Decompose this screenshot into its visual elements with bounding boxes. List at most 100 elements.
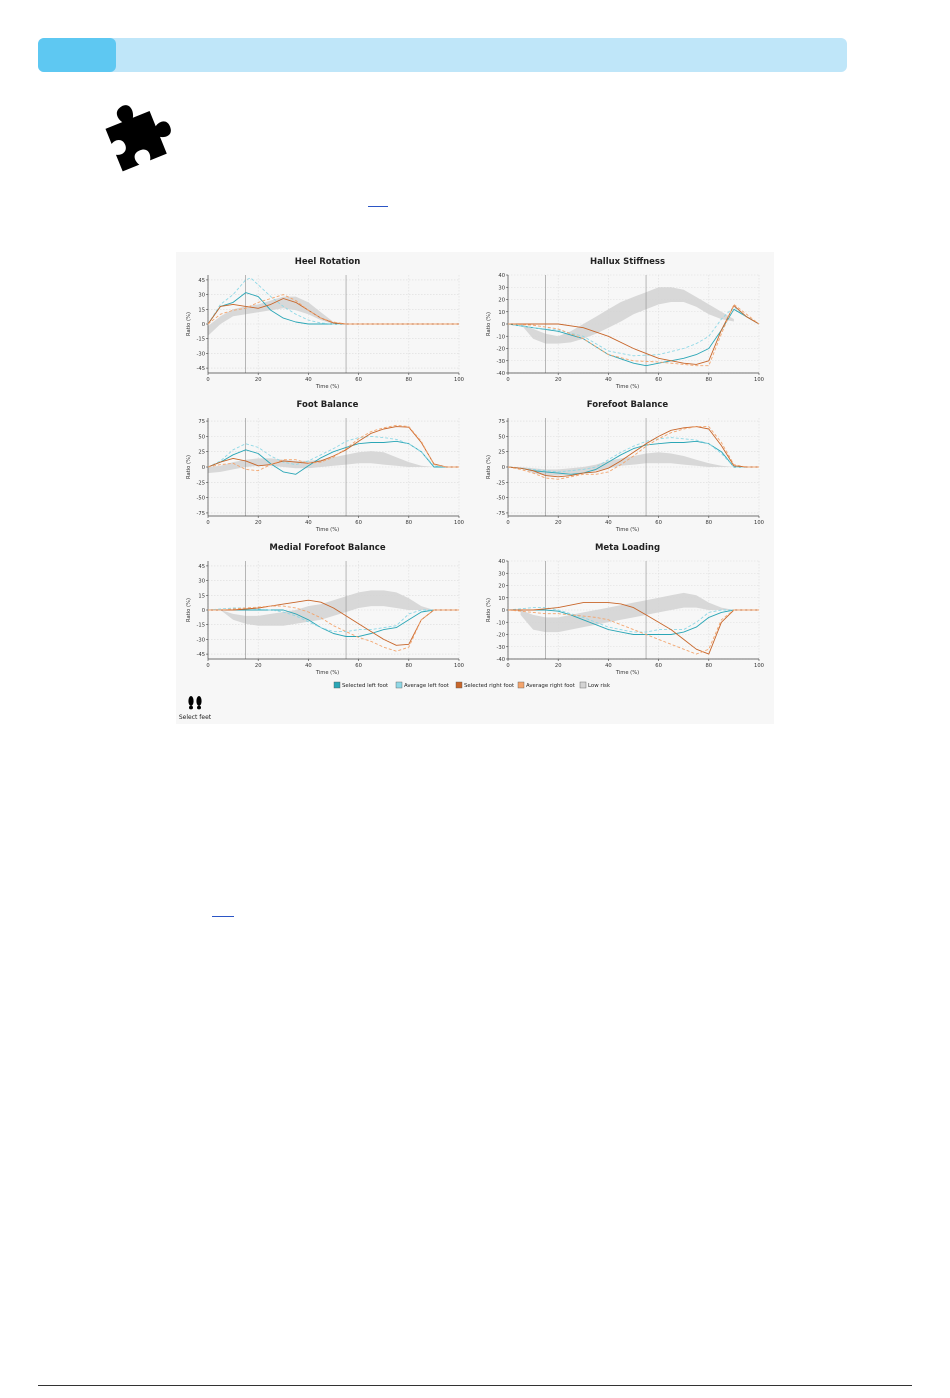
low-risk-band [520, 592, 734, 633]
link-underline-1[interactable] [368, 206, 388, 207]
y-tick-label: 45 [198, 564, 205, 570]
series-line [208, 605, 459, 652]
series-line [207, 294, 459, 325]
y-tick-label: 0 [202, 465, 205, 471]
footer-rule [38, 1385, 912, 1386]
x-tick-label: 20 [555, 520, 562, 526]
x-tick-label: 60 [355, 520, 362, 526]
y-tick-label: 15 [198, 593, 205, 599]
x-tick-label: 20 [555, 377, 562, 383]
gait-charts-figure: Heel Rotation 45 30 15 0 -15 -30 -45 0 20 40 60 80 10… [176, 252, 774, 724]
legend-swatch [579, 681, 587, 689]
y-tick-label: 0 [202, 608, 205, 614]
series-line [508, 609, 759, 635]
x-tick-label: 80 [405, 663, 412, 669]
y-tick-label: 30 [198, 579, 205, 585]
y-tick-label: 20 [498, 298, 505, 304]
x-tick-label: 40 [605, 663, 612, 669]
y-tick-label: -50 [197, 496, 205, 502]
x-axis-label: Time (%) [315, 670, 339, 676]
y-tick-label: 25 [198, 450, 205, 456]
x-tick-label: 100 [754, 663, 764, 669]
series-line [507, 303, 760, 367]
low-risk-band [220, 590, 434, 626]
low-risk-band [208, 296, 347, 336]
x-tick-label: 20 [255, 663, 262, 669]
x-tick-label: 60 [355, 663, 362, 669]
header-bar [38, 38, 847, 72]
x-tick-label: 60 [655, 663, 662, 669]
puzzle-piece-icon [105, 105, 171, 172]
y-tick-label: 30 [198, 293, 205, 299]
series-line [507, 426, 759, 480]
x-tick-label: 0 [506, 663, 509, 669]
legend-label: Average right foot [526, 683, 575, 689]
y-tick-label: -30 [497, 645, 505, 651]
x-axis-label: Time (%) [615, 670, 639, 676]
x-tick-label: 80 [705, 520, 712, 526]
y-tick-label: 30 [498, 571, 505, 577]
y-tick-label: 10 [498, 310, 505, 316]
series-line [508, 305, 760, 365]
legend-swatch [455, 681, 463, 689]
feet-icon [188, 696, 202, 710]
x-tick-label: 0 [206, 520, 209, 526]
low-risk-band [520, 452, 734, 476]
y-tick-label: 0 [502, 465, 505, 471]
legend-swatch [517, 681, 525, 689]
y-tick-label: -25 [497, 480, 505, 486]
y-tick-label: -15 [197, 623, 205, 629]
series-line [507, 308, 760, 367]
x-tick-label: 100 [754, 520, 764, 526]
y-tick-label: 20 [498, 584, 505, 590]
x-tick-label: 60 [655, 377, 662, 383]
y-tick-label: -40 [497, 371, 505, 377]
x-tick-label: 80 [705, 663, 712, 669]
y-tick-label: -10 [497, 620, 505, 626]
y-axis-label: Ratio (%) [486, 598, 492, 622]
y-axis-label: Ratio (%) [486, 455, 492, 479]
y-tick-label: -15 [197, 337, 205, 343]
x-tick-label: 60 [655, 520, 662, 526]
y-tick-label: 10 [498, 596, 505, 602]
chart-title: Meta Loading [595, 543, 660, 553]
y-tick-label: 75 [198, 419, 205, 425]
x-tick-label: 20 [555, 663, 562, 669]
x-tick-label: 40 [305, 520, 312, 526]
x-tick-label: 100 [454, 520, 464, 526]
y-tick-label: 0 [202, 322, 205, 328]
chart-title: Foot Balance [297, 400, 359, 410]
y-tick-label: -50 [497, 496, 505, 502]
series-line [208, 609, 459, 637]
series-line [207, 426, 459, 468]
y-tick-label: -75 [197, 511, 205, 517]
y-tick-label: -20 [497, 633, 505, 639]
select-feet-label: Select feet [178, 714, 212, 721]
series-line [507, 440, 759, 475]
y-tick-label: -30 [197, 637, 205, 643]
x-axis-label: Time (%) [315, 384, 339, 390]
y-tick-label: 50 [198, 434, 205, 440]
x-tick-label: 0 [206, 377, 209, 383]
x-tick-label: 60 [355, 377, 362, 383]
y-tick-label: 25 [498, 450, 505, 456]
y-axis-label: Ratio (%) [186, 455, 192, 479]
link-underline-2[interactable] [212, 916, 234, 917]
y-tick-label: 30 [498, 285, 505, 291]
chart-title: Medial Forefoot Balance [269, 543, 385, 553]
x-tick-label: 80 [405, 377, 412, 383]
y-tick-label: 0 [502, 608, 505, 614]
legend-swatch [333, 681, 341, 689]
x-tick-label: 20 [255, 520, 262, 526]
series-line [507, 437, 759, 473]
x-tick-label: 100 [454, 377, 464, 383]
y-tick-label: -30 [197, 351, 205, 357]
chart-title: Heel Rotation [295, 257, 361, 267]
x-axis-label: Time (%) [615, 527, 639, 533]
select-feet-button[interactable]: Select feet [178, 694, 212, 721]
